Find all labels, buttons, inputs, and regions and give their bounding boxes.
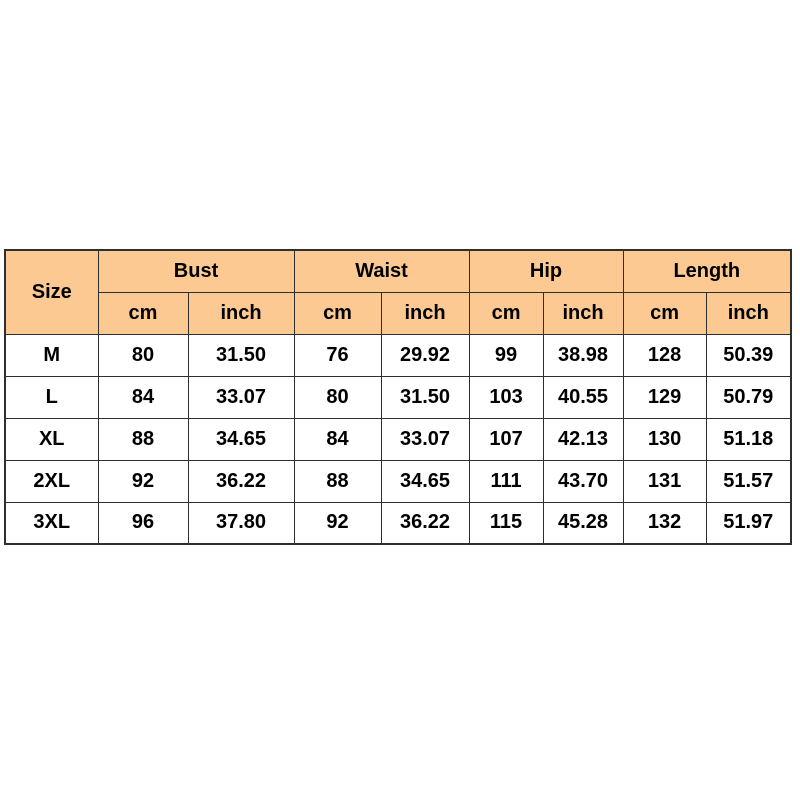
cell-value: 40.55 (542, 375, 624, 419)
header-unit-waist-cm: cm (293, 291, 382, 335)
header-unit-hip-inch: inch (542, 291, 624, 335)
cell-value: 33.07 (187, 375, 295, 419)
header-size: Size (4, 249, 99, 335)
size-chart-table: Size Bust Waist Hip Length cm inch cm in… (4, 249, 793, 545)
header-group-waist: Waist (293, 249, 470, 293)
cell-value: 80 (97, 333, 189, 377)
cell-value: 84 (97, 375, 189, 419)
header-unit-length-inch: inch (705, 291, 792, 335)
cell-value: 92 (293, 501, 382, 545)
cell-value: 43.70 (542, 459, 624, 503)
cell-value: 51.18 (705, 417, 792, 461)
cell-value: 132 (622, 501, 707, 545)
cell-value: 51.97 (705, 501, 792, 545)
cell-value: 130 (622, 417, 707, 461)
table-row: 3XL 96 37.80 92 36.22 115 45.28 132 51.9… (4, 501, 792, 545)
header-unit-hip-cm: cm (468, 291, 544, 335)
cell-value: 128 (622, 333, 707, 377)
cell-value: 29.92 (380, 333, 470, 377)
cell-size: M (4, 333, 99, 377)
cell-value: 33.07 (380, 417, 470, 461)
header-unit-waist-inch: inch (380, 291, 470, 335)
cell-size: 3XL (4, 501, 99, 545)
cell-value: 31.50 (187, 333, 295, 377)
cell-value: 36.22 (380, 501, 470, 545)
cell-value: 115 (468, 501, 544, 545)
cell-value: 76 (293, 333, 382, 377)
header-unit-bust-inch: inch (187, 291, 295, 335)
header-group-row: Size Bust Waist Hip Length (4, 249, 792, 335)
cell-value: 50.39 (705, 333, 792, 377)
table-row: XL 88 34.65 84 33.07 107 42.13 130 51.18 (4, 417, 792, 461)
cell-value: 131 (622, 459, 707, 503)
cell-value: 45.28 (542, 501, 624, 545)
header-group-bust: Bust (97, 249, 295, 293)
header-unit-length-cm: cm (622, 291, 707, 335)
cell-value: 37.80 (187, 501, 295, 545)
cell-value: 34.65 (187, 417, 295, 461)
cell-value: 42.13 (542, 417, 624, 461)
header-group-hip: Hip (468, 249, 624, 293)
cell-value: 38.98 (542, 333, 624, 377)
cell-value: 107 (468, 417, 544, 461)
cell-value: 34.65 (380, 459, 470, 503)
table-row: 2XL 92 36.22 88 34.65 111 43.70 131 51.5… (4, 459, 792, 503)
table-row: L 84 33.07 80 31.50 103 40.55 129 50.79 (4, 375, 792, 419)
cell-value: 99 (468, 333, 544, 377)
cell-value: 96 (97, 501, 189, 545)
cell-value: 88 (97, 417, 189, 461)
cell-size: 2XL (4, 459, 99, 503)
cell-value: 80 (293, 375, 382, 419)
cell-value: 111 (468, 459, 544, 503)
cell-value: 50.79 (705, 375, 792, 419)
cell-value: 51.57 (705, 459, 792, 503)
cell-size: XL (4, 417, 99, 461)
cell-value: 31.50 (380, 375, 470, 419)
cell-value: 92 (97, 459, 189, 503)
cell-value: 36.22 (187, 459, 295, 503)
cell-value: 84 (293, 417, 382, 461)
cell-size: L (4, 375, 99, 419)
header-group-length: Length (622, 249, 792, 293)
cell-value: 103 (468, 375, 544, 419)
table-row: M 80 31.50 76 29.92 99 38.98 128 50.39 (4, 333, 792, 377)
header-unit-bust-cm: cm (97, 291, 189, 335)
cell-value: 88 (293, 459, 382, 503)
cell-value: 129 (622, 375, 707, 419)
header-unit-row: cm inch cm inch cm inch cm inch (5, 291, 792, 335)
